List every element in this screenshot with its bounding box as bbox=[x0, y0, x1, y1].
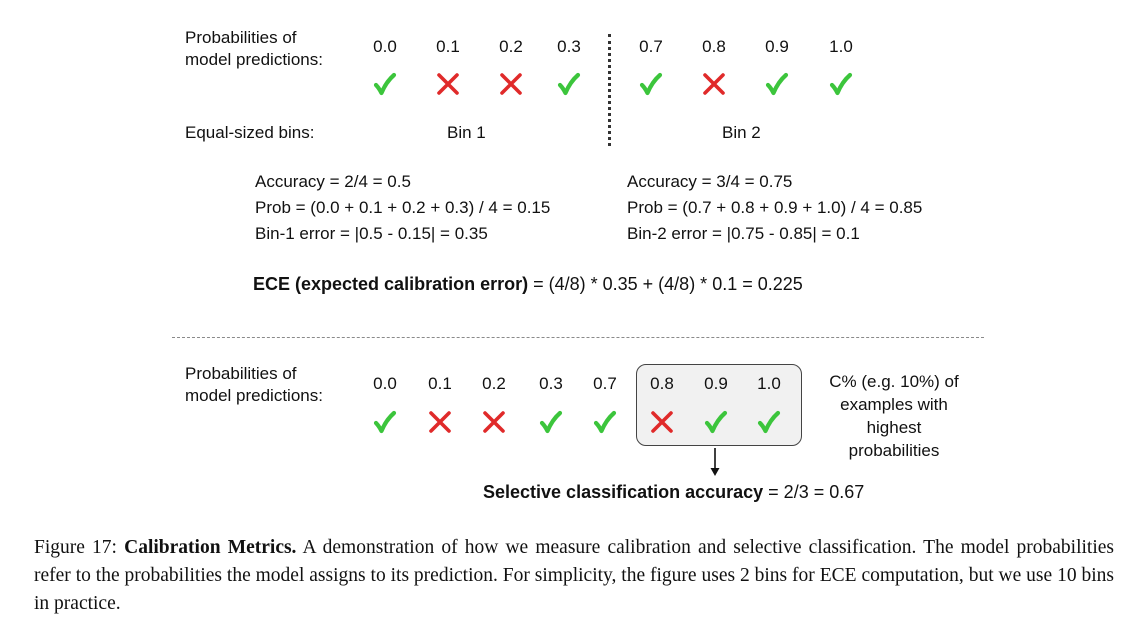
cross-icon bbox=[472, 409, 516, 439]
bottom-row-label-line2: model predictions: bbox=[185, 386, 323, 405]
bottom-prob-value: 0.8 bbox=[650, 374, 674, 393]
caption-prefix: Figure 17: bbox=[34, 537, 125, 558]
top-prob-value: 0.1 bbox=[436, 37, 460, 56]
bin1-error: Bin-1 error = |0.5 - 0.15| = 0.35 bbox=[255, 224, 488, 243]
check-icon bbox=[694, 409, 738, 439]
selection-note-line3: highest bbox=[866, 418, 922, 437]
bin1-accuracy: Accuracy = 2/4 = 0.5 bbox=[255, 172, 411, 191]
top-prob-value: 0.0 bbox=[373, 37, 397, 56]
top-row-label-line2: model predictions: bbox=[185, 50, 323, 69]
bottom-prob-value: 0.1 bbox=[428, 374, 452, 393]
ece-formula-rest: = (4/8) * 0.35 + (4/8) * 0.1 = 0.225 bbox=[528, 274, 803, 294]
top-prob-value: 0.2 bbox=[499, 37, 523, 56]
bottom-prob-value: 0.2 bbox=[482, 374, 506, 393]
cross-icon bbox=[418, 409, 462, 439]
ece-formula: ECE (expected calibration error) = (4/8)… bbox=[253, 272, 803, 296]
cross-icon bbox=[692, 71, 736, 101]
cross-icon bbox=[426, 71, 470, 101]
selection-note: C% (e.g. 10%) of examples with highest p… bbox=[812, 370, 976, 462]
down-arrow bbox=[710, 448, 720, 476]
bin2-stats: Accuracy = 3/4 = 0.75 Prob = (0.7 + 0.8 … bbox=[627, 169, 922, 247]
top-prob-value: 0.3 bbox=[557, 37, 581, 56]
panel-divider bbox=[172, 337, 984, 338]
check-icon bbox=[583, 409, 627, 439]
check-icon bbox=[755, 71, 799, 101]
figure-caption: Figure 17: Calibration Metrics. A demons… bbox=[34, 534, 1114, 618]
top-prob-value: 0.8 bbox=[702, 37, 726, 56]
top-prob-value: 1.0 bbox=[829, 37, 853, 56]
top-prob-value: 0.9 bbox=[765, 37, 789, 56]
cross-icon bbox=[640, 409, 684, 439]
bin2-prob: Prob = (0.7 + 0.8 + 0.9 + 1.0) / 4 = 0.8… bbox=[627, 198, 923, 217]
bottom-prob-value: 1.0 bbox=[757, 374, 781, 393]
bin1-label: Bin 1 bbox=[447, 123, 486, 142]
check-icon bbox=[529, 409, 573, 439]
top-row-label-line1: Probabilities of bbox=[185, 28, 297, 47]
bin2-error: Bin-2 error = |0.75 - 0.85| = 0.1 bbox=[627, 224, 860, 243]
bin1-prob: Prob = (0.0 + 0.1 + 0.2 + 0.3) / 4 = 0.1… bbox=[255, 198, 551, 217]
selective-accuracy-rest: = 2/3 = 0.67 bbox=[763, 482, 865, 502]
bottom-prob-value: 0.7 bbox=[593, 374, 617, 393]
selection-note-line2: examples with bbox=[840, 395, 948, 414]
selected-examples-box bbox=[636, 364, 802, 446]
top-row-label: Probabilities of model predictions: bbox=[185, 27, 323, 71]
bin2-label: Bin 2 bbox=[722, 123, 761, 142]
bins-label: Equal-sized bins: bbox=[185, 123, 315, 142]
check-icon bbox=[747, 409, 791, 439]
selective-accuracy-bold: Selective classification accuracy bbox=[483, 482, 764, 502]
selection-note-line4: probabilities bbox=[848, 441, 940, 460]
check-icon bbox=[363, 71, 407, 101]
check-icon bbox=[547, 71, 591, 101]
bottom-prob-value: 0.0 bbox=[373, 374, 397, 393]
check-icon bbox=[629, 71, 673, 101]
bin2-accuracy: Accuracy = 3/4 = 0.75 bbox=[627, 172, 793, 191]
bottom-row-label-line1: Probabilities of bbox=[185, 364, 297, 383]
selection-note-line1: C% (e.g. 10%) of bbox=[829, 372, 959, 391]
check-icon bbox=[819, 71, 863, 101]
caption-body: A demonstration of how we measure calibr… bbox=[34, 537, 1114, 614]
caption-title: Calibration Metrics. bbox=[124, 537, 297, 558]
bin1-stats: Accuracy = 2/4 = 0.5 Prob = (0.0 + 0.1 +… bbox=[255, 169, 550, 247]
top-prob-value: 0.7 bbox=[639, 37, 663, 56]
cross-icon bbox=[489, 71, 533, 101]
bin-separator bbox=[608, 34, 611, 146]
bottom-prob-value: 0.9 bbox=[704, 374, 728, 393]
check-icon bbox=[363, 409, 407, 439]
ece-formula-bold: ECE (expected calibration error) bbox=[253, 274, 529, 294]
bottom-row-label: Probabilities of model predictions: bbox=[185, 363, 323, 407]
bottom-prob-value: 0.3 bbox=[539, 374, 563, 393]
selective-accuracy: Selective classification accuracy = 2/3 … bbox=[483, 480, 864, 504]
